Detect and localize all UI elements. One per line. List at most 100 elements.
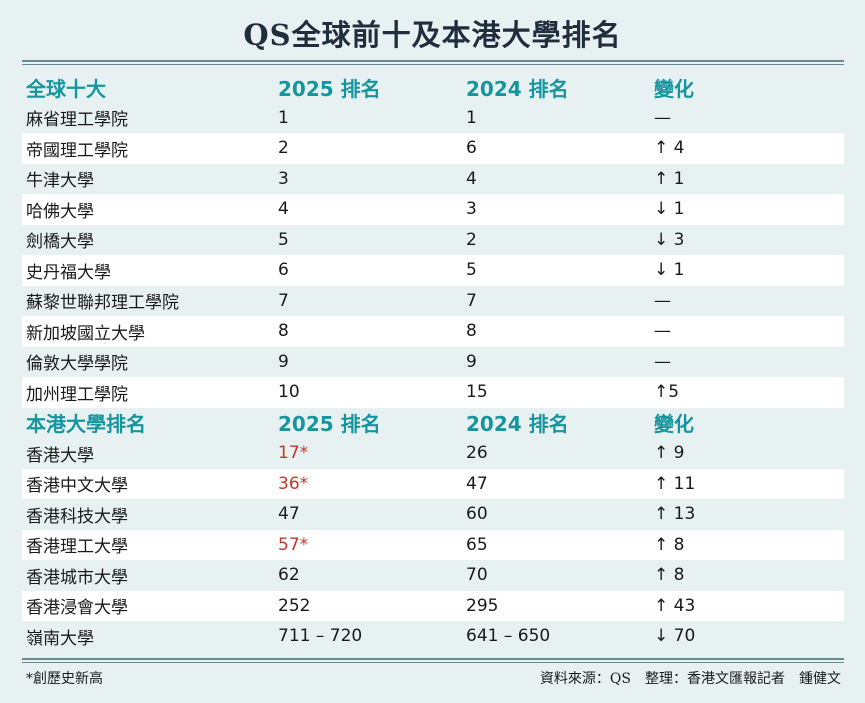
university-name: 麻省理工學院 bbox=[26, 110, 128, 131]
table-row: 蘇黎世聯邦理工學院 7 7 — bbox=[22, 286, 844, 317]
header-name: 本港大學排名 bbox=[26, 412, 146, 437]
header-2025-rank: 2025 排名 bbox=[278, 412, 381, 437]
table-row: 劍橋大學 5 2 ↓ 3 bbox=[22, 225, 844, 256]
table-row: 史丹福大學 6 5 ↓ 1 bbox=[22, 255, 844, 286]
table-row: 香港大學 17* 26 ↑ 9 bbox=[22, 438, 844, 469]
rank-2025: 4 bbox=[278, 199, 289, 220]
rank-2025: 2 bbox=[278, 138, 289, 159]
rank-2024: 7 bbox=[466, 290, 477, 311]
university-name: 劍橋大學 bbox=[26, 232, 94, 253]
rank-2025: 47 bbox=[278, 504, 300, 525]
header-change: 變化 bbox=[654, 76, 694, 101]
rank-2025: 10 bbox=[278, 382, 300, 403]
rank-change: ↑ 13 bbox=[654, 504, 696, 525]
table-row: 香港中文大學 36* 47 ↑ 11 bbox=[22, 468, 844, 499]
university-name: 蘇黎世聯邦理工學院 bbox=[26, 293, 179, 314]
rank-change: ↑ 11 bbox=[654, 473, 696, 494]
university-name: 帝國理工學院 bbox=[26, 140, 128, 161]
page-title: QS全球前十及本港大學排名 bbox=[243, 18, 622, 52]
rank-2025: 36* bbox=[278, 473, 309, 494]
rank-change: ↑ 8 bbox=[654, 565, 685, 586]
rank-change: ↑ 1 bbox=[654, 168, 685, 189]
rank-change: ↑ 43 bbox=[654, 595, 696, 616]
bottom-rule-thin bbox=[22, 662, 844, 663]
footnote: *創歷史新高 bbox=[26, 671, 103, 687]
university-name: 香港科技大學 bbox=[26, 506, 128, 527]
table-row: 倫敦大學學院 9 9 — bbox=[22, 347, 844, 378]
ranking-table: 全球十大 2025 排名 2024 排名 變化 麻省理工學院 1 1— 帝國理工學院 2 6 ↑ 4… bbox=[22, 72, 844, 652]
rank-2024: 65 bbox=[466, 534, 488, 555]
rank-2025: 57* bbox=[278, 534, 309, 555]
university-name: 香港城市大學 bbox=[26, 567, 128, 588]
rank-change: — bbox=[654, 107, 671, 128]
university-name: 嶺南大學 bbox=[26, 628, 94, 649]
rank-2025: 252 bbox=[278, 595, 311, 616]
section-header: 全球十大 2025 排名 2024 排名 變化 bbox=[22, 72, 844, 103]
rank-change: ↑ 4 bbox=[654, 138, 685, 159]
table-row: 香港科技大學 47 60 ↑ 13 bbox=[22, 499, 844, 530]
rank-2024: 8 bbox=[466, 321, 477, 342]
rank-2025: 17* bbox=[278, 443, 309, 464]
rank-2024: 26 bbox=[466, 443, 488, 464]
bottom-rule bbox=[22, 658, 844, 660]
table-row: 牛津大學 3 4 ↑ 1 bbox=[22, 164, 844, 195]
table-row: 麻省理工學院 1 1 — bbox=[22, 103, 844, 134]
rank-2025: 3 bbox=[278, 168, 289, 189]
rank-2024: 70 bbox=[466, 565, 488, 586]
rank-2025: 8 bbox=[278, 321, 289, 342]
rank-2024: 15 bbox=[466, 382, 488, 403]
rank-2024: 4 bbox=[466, 168, 477, 189]
university-name: 新加坡國立大學 bbox=[26, 323, 145, 344]
table-row: 新加坡國立大學 8 8 — bbox=[22, 316, 844, 347]
rank-2025: 9 bbox=[278, 351, 289, 372]
rank-2024: 295 bbox=[466, 595, 499, 616]
rank-2024: 60 bbox=[466, 504, 488, 525]
top-rule bbox=[22, 60, 844, 62]
university-name: 香港理工大學 bbox=[26, 537, 128, 558]
rank-change: — bbox=[654, 290, 671, 311]
header-2024-rank: 2024 排名 bbox=[466, 76, 569, 101]
university-name: 香港浸會大學 bbox=[26, 598, 128, 619]
rank-2024: 5 bbox=[466, 260, 477, 281]
rank-change: ↑ 9 bbox=[654, 443, 685, 464]
rank-2024: 1 bbox=[466, 107, 477, 128]
rank-2025: 62 bbox=[278, 565, 300, 586]
rank-2025: 711 – 720 bbox=[278, 626, 363, 647]
rank-2025: 1 bbox=[278, 107, 289, 128]
university-name: 牛津大學 bbox=[26, 171, 94, 192]
rank-2024: 47 bbox=[466, 473, 488, 494]
rank-change: ↓ 1 bbox=[654, 260, 685, 281]
rank-change: ↓ 3 bbox=[654, 229, 685, 250]
rank-2024: 641 – 650 bbox=[466, 626, 551, 647]
university-name: 加州理工學院 bbox=[26, 384, 128, 405]
rank-2024: 9 bbox=[466, 351, 477, 372]
header-name: 全球十大 bbox=[26, 76, 106, 101]
university-name: 哈佛大學 bbox=[26, 201, 94, 222]
rank-change: — bbox=[654, 321, 671, 342]
university-name: 倫敦大學學院 bbox=[26, 354, 128, 375]
table-row: 香港理工大學 57* 65 ↑ 8 bbox=[22, 529, 844, 560]
top-rule-thin bbox=[22, 64, 844, 65]
rank-2025: 7 bbox=[278, 290, 289, 311]
university-name: 香港中文大學 bbox=[26, 476, 128, 497]
table-row: 哈佛大學 4 3 ↓ 1 bbox=[22, 194, 844, 225]
rank-2024: 2 bbox=[466, 229, 477, 250]
section-header: 本港大學排名 2025 排名 2024 排名 變化 bbox=[22, 408, 844, 439]
university-name: 史丹福大學 bbox=[26, 262, 111, 283]
university-name: 香港大學 bbox=[26, 445, 94, 466]
table-row: 香港城市大學 62 70 ↑ 8 bbox=[22, 560, 844, 591]
rank-change: ↓ 70 bbox=[654, 626, 696, 647]
rank-change: — bbox=[654, 351, 671, 372]
header-2024-rank: 2024 排名 bbox=[466, 412, 569, 437]
rank-change: ↑5 bbox=[654, 382, 680, 403]
header-2025-rank: 2025 排名 bbox=[278, 76, 381, 101]
rank-change: ↑ 8 bbox=[654, 534, 685, 555]
rank-2024: 3 bbox=[466, 199, 477, 220]
rank-2024: 6 bbox=[466, 138, 477, 159]
rank-2025: 5 bbox=[278, 229, 289, 250]
rank-change: ↓ 1 bbox=[654, 199, 685, 220]
table-row: 帝國理工學院 2 6 ↑ 4 bbox=[22, 133, 844, 164]
table-row: 香港浸會大學 252 295 ↑ 43 bbox=[22, 590, 844, 621]
source-credit: 資料來源：QS 整理：香港文匯報記者 鍾健文 bbox=[539, 671, 841, 687]
